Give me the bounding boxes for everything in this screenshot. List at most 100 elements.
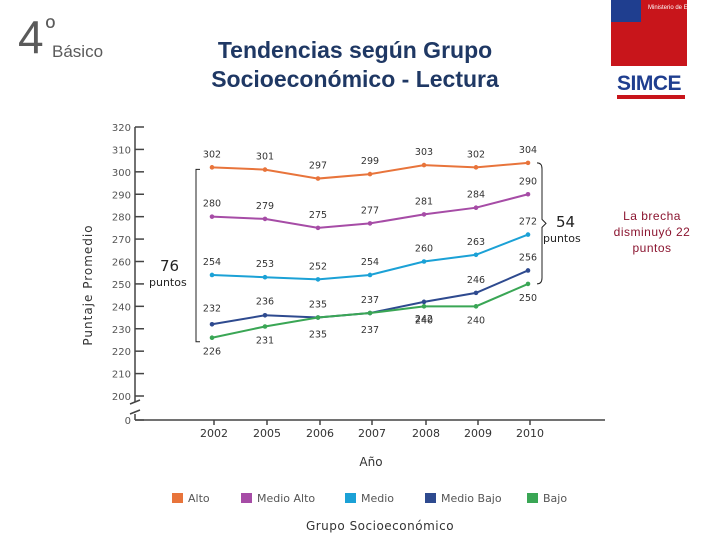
x-tick-label: 2009: [464, 427, 492, 440]
data-label-bajo: 237: [361, 325, 379, 336]
data-label-alto: 301: [256, 152, 274, 163]
title-line-1: Tendencias según Grupo: [217, 37, 493, 63]
gap-bracket-left: [195, 168, 200, 343]
legend-swatch-bajo: [527, 493, 538, 503]
data-label-medio: 253: [256, 259, 274, 270]
gap-right-unit: puntos: [543, 232, 581, 245]
grade-degree: º: [45, 12, 56, 42]
gap-bracket-right: [536, 162, 547, 285]
legend-swatch-alto: [172, 493, 183, 503]
data-point-alto: [315, 176, 321, 181]
data-point-bajo: [315, 315, 321, 320]
data-point-bajo: [209, 335, 215, 341]
y-tick-label: 200: [112, 392, 131, 403]
y-tick-label: 250: [112, 280, 131, 291]
y-tick-label: 320: [112, 123, 131, 134]
data-label-medio: 252: [309, 261, 327, 272]
y-tick-label: 0: [125, 416, 131, 427]
title-line-2: Socioeconómico - Lectura: [211, 66, 499, 92]
data-label-medio-bajo: 236: [256, 296, 274, 307]
data-point-medio-alto: [473, 205, 479, 210]
data-point-medio-bajo: [525, 268, 531, 273]
data-point-bajo: [525, 281, 531, 287]
y-tick-label: 270: [112, 235, 131, 246]
data-label-bajo: 231: [256, 336, 274, 347]
data-point-medio: [209, 272, 215, 278]
gap-note: La brecha disminuyó 22 puntos: [613, 209, 691, 255]
data-label-medio-bajo: 235: [309, 300, 327, 311]
y-tick-label: 290: [112, 190, 131, 201]
data-label-medio-bajo: 237: [361, 295, 379, 306]
simce-logo: SIMCE: [617, 72, 682, 95]
data-point-alto: [473, 165, 479, 170]
simce-logo-bar: [617, 95, 685, 99]
data-label-alto: 303: [415, 147, 433, 158]
data-label-alto: 297: [309, 161, 327, 172]
ministerio-logo-blue: [611, 0, 641, 22]
data-label-bajo: 240: [415, 315, 433, 326]
legend-label-medio: Medio: [361, 492, 394, 505]
data-point-alto: [209, 165, 215, 170]
data-point-medio-bajo: [473, 290, 479, 296]
data-point-medio-alto: [421, 212, 427, 217]
data-label-medio-bajo: 256: [519, 252, 537, 263]
data-label-medio: 254: [203, 257, 221, 268]
legend-label-medio-bajo: Medio Bajo: [441, 492, 502, 505]
gap-left-value: 76: [160, 257, 179, 275]
data-label-medio-alto: 277: [361, 205, 379, 216]
gap-right-value: 54: [556, 213, 575, 231]
data-point-bajo: [262, 324, 268, 329]
data-point-alto: [367, 171, 373, 177]
data-point-medio: [421, 259, 427, 264]
data-point-medio: [367, 272, 373, 278]
x-tick-label: 2005: [253, 427, 281, 440]
data-point-bajo: [367, 310, 373, 316]
data-label-bajo: 226: [203, 347, 221, 358]
data-label-bajo: 240: [467, 315, 485, 326]
data-point-alto: [525, 160, 531, 166]
x-tick-label: 2007: [358, 427, 386, 440]
y-axis-break: [129, 399, 141, 415]
y-tick-label: 260: [112, 258, 131, 269]
y-tick-label: 310: [112, 145, 131, 156]
data-point-medio-bajo: [262, 313, 268, 318]
data-label-medio-alto: 279: [256, 201, 274, 212]
data-point-alto: [262, 167, 268, 172]
data-label-medio-alto: 281: [415, 196, 433, 207]
data-label-alto: 299: [361, 156, 379, 167]
data-point-medio-bajo: [421, 299, 427, 305]
grade-word: Básico: [52, 42, 104, 61]
data-label-bajo: 250: [519, 293, 537, 304]
data-point-bajo: [421, 304, 427, 309]
legend-swatch-medio: [345, 493, 356, 503]
data-point-medio: [525, 232, 531, 237]
data-point-medio: [315, 277, 321, 282]
data-label-medio: 263: [467, 237, 485, 248]
data-point-medio-alto: [315, 225, 321, 231]
y-tick-label: 230: [112, 325, 131, 336]
grade-label: 4 º Básico: [18, 12, 103, 61]
data-point-bajo: [473, 304, 479, 309]
data-point-medio-alto: [367, 221, 373, 226]
data-label-medio-alto: 284: [467, 190, 485, 201]
gap-left-unit: puntos: [149, 276, 187, 289]
data-label-alto: 302: [203, 149, 221, 160]
x-tick-label: 2008: [412, 427, 440, 440]
data-label-medio: 272: [519, 217, 537, 228]
legend-swatch-medio-bajo: [425, 493, 436, 503]
data-point-medio-alto: [262, 216, 268, 222]
y-tick-label: 280: [112, 213, 131, 224]
data-label-medio-alto: 280: [203, 199, 221, 210]
data-label-medio-alto: 290: [519, 176, 537, 187]
data-label-alto: 304: [519, 145, 537, 156]
data-label-medio: 260: [415, 244, 433, 255]
data-point-medio: [262, 274, 268, 280]
x-tick-label: 2002: [200, 427, 228, 440]
data-point-medio-bajo: [209, 321, 215, 327]
data-point-medio-alto: [525, 191, 531, 197]
data-label-medio-bajo: 246: [467, 275, 485, 286]
data-point-medio-alto: [209, 214, 215, 219]
y-tick-label: 220: [112, 347, 131, 358]
legend-label-medio-alto: Medio Alto: [257, 492, 315, 505]
